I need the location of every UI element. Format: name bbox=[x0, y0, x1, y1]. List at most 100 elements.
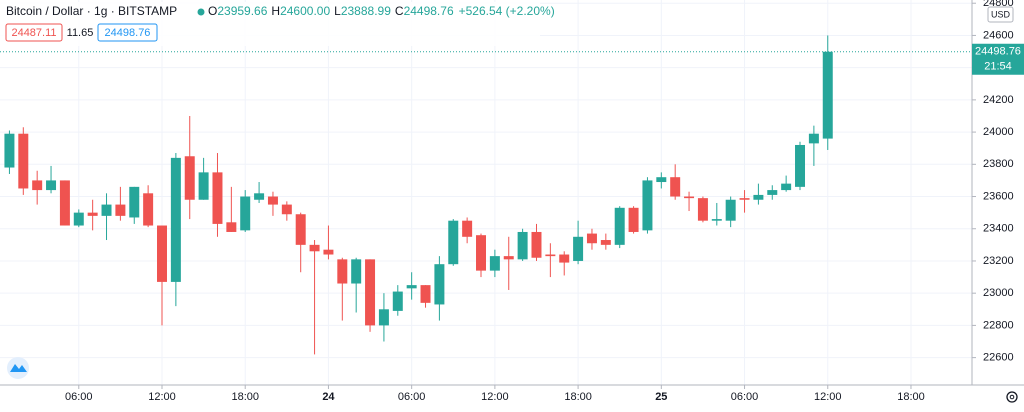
x-tick-label: 06:00 bbox=[65, 391, 93, 403]
candle-body bbox=[4, 133, 15, 168]
y-tick-label: 24000 bbox=[983, 126, 1014, 138]
candle-body bbox=[226, 222, 237, 232]
candle-body bbox=[254, 193, 265, 200]
candle-body bbox=[614, 207, 625, 245]
y-tick-label: 24200 bbox=[983, 94, 1014, 106]
candle-body bbox=[642, 180, 653, 231]
candle-body bbox=[697, 198, 708, 221]
sell-price: 24487.11 bbox=[11, 27, 56, 39]
candle-body bbox=[656, 177, 667, 183]
candles bbox=[0, 35, 972, 355]
y-tick-label: 23000 bbox=[983, 287, 1014, 299]
axes: 22600 22800 23000 23200 23400 23600 23800 24000… bbox=[65, 0, 1024, 403]
candle-body bbox=[309, 244, 320, 252]
logo-icon bbox=[10, 364, 27, 372]
change: +526.54 (+2.20%) bbox=[459, 4, 555, 18]
candle-body bbox=[323, 249, 334, 255]
x-tick-label: 06:00 bbox=[731, 391, 759, 403]
candle-body bbox=[406, 285, 417, 289]
candle-body bbox=[420, 285, 431, 303]
candle-body bbox=[517, 231, 528, 260]
y-tick-label: 22800 bbox=[983, 319, 1014, 331]
candle-body bbox=[586, 233, 597, 244]
ohlc-legend: O23959.66 H24600.00 L23888.99 C24498.76 +526… bbox=[208, 4, 555, 18]
ohlc-value: 23888.99 bbox=[341, 4, 391, 18]
x-tick-label: 25 bbox=[655, 391, 667, 403]
candle-body bbox=[545, 254, 556, 257]
ohlc-value: 23959.66 bbox=[217, 4, 267, 18]
header-bg bbox=[0, 2, 540, 46]
candle-body bbox=[267, 196, 278, 205]
candle-body bbox=[212, 172, 223, 224]
x-tick-label: 18:00 bbox=[564, 391, 592, 403]
candle-body bbox=[600, 240, 611, 245]
y-tick-label: 23200 bbox=[983, 255, 1014, 267]
x-tick-label: 12:00 bbox=[148, 391, 176, 403]
candle-body bbox=[46, 180, 57, 191]
candle-body bbox=[59, 180, 70, 226]
ohlc-label: O bbox=[208, 4, 217, 18]
last-price-label: 24498.76 bbox=[975, 46, 1021, 58]
candle-body bbox=[87, 212, 98, 216]
candle-body bbox=[337, 259, 348, 284]
candle-body bbox=[476, 235, 486, 271]
ohlc-label: H bbox=[271, 4, 280, 18]
currency-box[interactable] bbox=[987, 6, 1014, 23]
candle-body bbox=[531, 231, 542, 258]
candle-body bbox=[101, 204, 112, 216]
y-tick-label: 22600 bbox=[983, 352, 1014, 364]
candle-body bbox=[143, 193, 154, 226]
candle-body bbox=[781, 183, 792, 191]
candle-body bbox=[198, 172, 209, 200]
candle-body bbox=[73, 212, 84, 226]
candle-body bbox=[240, 196, 251, 231]
candle-body bbox=[559, 254, 570, 263]
candle-body bbox=[392, 291, 403, 311]
candle-body bbox=[115, 204, 126, 216]
candle-body bbox=[378, 309, 389, 326]
candle-body bbox=[795, 144, 806, 187]
candle-body bbox=[129, 186, 140, 218]
candle-body bbox=[434, 264, 445, 305]
settings-icon[interactable] bbox=[1006, 391, 1018, 403]
candle-body bbox=[573, 236, 584, 261]
y-tick-label: 24800 bbox=[983, 0, 1014, 9]
sell-button[interactable] bbox=[5, 23, 63, 42]
header: Bitcoin / Dollar · 1g · BITSTAMP 24487.1… bbox=[0, 2, 555, 46]
y-tick-label: 23600 bbox=[983, 190, 1014, 202]
logo bbox=[7, 357, 29, 379]
candle-body bbox=[767, 190, 778, 195]
y-tick-label: 24600 bbox=[983, 29, 1014, 41]
x-tick-label: 12:00 bbox=[814, 391, 842, 403]
ohlc-value: 24498.76 bbox=[404, 4, 454, 18]
last-price-box bbox=[972, 43, 1024, 75]
buy-price: 24498.76 bbox=[105, 27, 151, 39]
buy-button[interactable] bbox=[97, 23, 158, 42]
candle-body bbox=[184, 156, 195, 200]
candle-body bbox=[753, 194, 764, 200]
x-tick-label: 18:00 bbox=[897, 391, 925, 403]
gear[interactable] bbox=[1006, 391, 1018, 403]
ohlc-label: L bbox=[334, 4, 341, 18]
x-tick-label: 06:00 bbox=[398, 391, 426, 403]
y-tick-label: 23800 bbox=[983, 158, 1014, 170]
ohlc-value: 24600.00 bbox=[280, 4, 330, 18]
candle-body bbox=[18, 133, 29, 189]
candle-body bbox=[157, 225, 167, 282]
gear-center bbox=[1009, 394, 1015, 400]
candle-body bbox=[725, 199, 736, 221]
candle-body bbox=[281, 204, 292, 215]
candle-body bbox=[808, 133, 819, 144]
candle-body bbox=[448, 220, 459, 265]
ohlc-label: C bbox=[395, 4, 404, 18]
candle-body bbox=[739, 198, 750, 200]
candle-body bbox=[670, 177, 681, 197]
currency: USD bbox=[991, 9, 1011, 19]
status-dot bbox=[197, 8, 205, 16]
candle-body bbox=[711, 219, 722, 221]
candle-body bbox=[822, 51, 833, 139]
candle-body bbox=[32, 180, 43, 191]
candle-body bbox=[351, 259, 362, 284]
